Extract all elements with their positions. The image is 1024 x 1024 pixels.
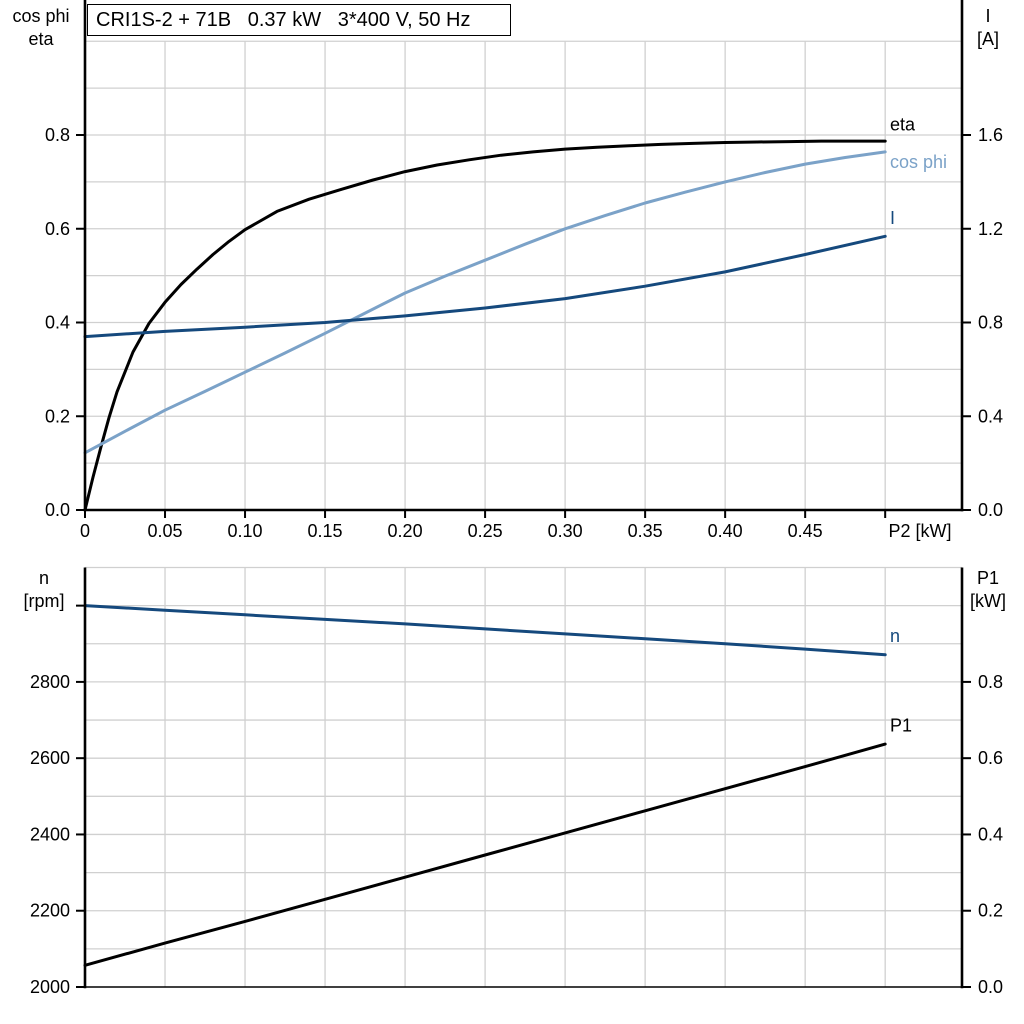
x-tick-label: 0.25 [468, 521, 503, 541]
left-tick-label: 2800 [30, 672, 70, 692]
axis-title-speed-unit: [rpm] [23, 591, 65, 611]
x-tick-label: 0.45 [788, 521, 823, 541]
x-tick-label: 0.40 [708, 521, 743, 541]
x-tick-label: 0.35 [628, 521, 663, 541]
left-tick-label: 2400 [30, 824, 70, 844]
right-tick-label: 0.6 [978, 748, 1003, 768]
axis-title-p1: P1 [976, 568, 1000, 588]
axis-title-current-unit: [A] [976, 29, 999, 49]
x-tick-label: 0.20 [388, 521, 423, 541]
x-tick-label: 0.10 [228, 521, 263, 541]
left-tick-label: 0.0 [45, 500, 70, 520]
right-tick-label: 0.8 [978, 672, 1003, 692]
x-tick-label: 0.30 [548, 521, 583, 541]
curve-label-n: n [890, 626, 900, 646]
x-tick-label: 0.15 [308, 521, 343, 541]
curve-eta [83, 139, 887, 512]
axis-title-p1-unit: [kW] [970, 591, 1006, 611]
axis-title-current: I [985, 6, 991, 26]
curve-cos-phi [83, 150, 887, 455]
axis-title-eta: eta [28, 29, 54, 49]
left-tick-label: 0.4 [45, 313, 70, 333]
bottom-chart: 2000 2200 2400 2600 2800 0.0 0.2 0.4 0.6 0.8 n P1 [30, 566, 1003, 997]
left-tick-label: 0.2 [45, 406, 70, 426]
x-tick-label: 0.05 [147, 521, 182, 541]
chart-title-box: CRI1S-2 + 71B 0.37 kW 3*400 V, 50 Hz [87, 4, 511, 36]
right-tick-label: 0.0 [978, 977, 1003, 997]
axis-title-speed: n [38, 568, 49, 588]
bottom-left-axis-title: n [rpm] [4, 567, 84, 613]
x-axis-label: P2 [kW] [888, 521, 951, 541]
bottom-right-axis-title: P1 [kW] [948, 567, 1024, 613]
x-tick-label: 0 [80, 521, 90, 541]
right-tick-label: 1.2 [978, 219, 1003, 239]
top-right-axis-title: I [A] [948, 5, 1024, 51]
right-tick-label: 0.4 [978, 406, 1003, 426]
right-tick-label: 0.2 [978, 901, 1003, 921]
curve-I [83, 234, 887, 339]
left-tick-label: 2200 [30, 901, 70, 921]
right-tick-label: 0.0 [978, 500, 1003, 520]
top-chart: 0.0 0.2 0.4 0.6 0.8 0.0 0.4 0.8 1.2 1.6 0 0.05 0.10 0… [45, 0, 1003, 541]
left-tick-label: 0.8 [45, 125, 70, 145]
right-tick-label: 1.6 [978, 125, 1003, 145]
top-left-axis-title: cos phi eta [1, 5, 81, 51]
chart-title-text: CRI1S-2 + 71B 0.37 kW 3*400 V, 50 Hz [96, 8, 471, 31]
curve-P1 [83, 742, 887, 967]
curve-label-P1: P1 [890, 715, 912, 735]
curve-n [83, 604, 887, 657]
left-tick-label: 2600 [30, 748, 70, 768]
curve-label-cos-phi: cos phi [890, 152, 947, 172]
right-tick-label: 0.4 [978, 824, 1003, 844]
curve-label-eta: eta [890, 114, 916, 134]
curve-label-I: I [890, 208, 895, 228]
left-tick-label: 0.6 [45, 219, 70, 239]
right-tick-label: 0.8 [978, 313, 1003, 333]
axis-title-cos-phi: cos phi [12, 6, 70, 26]
left-tick-label: 2000 [30, 977, 70, 997]
